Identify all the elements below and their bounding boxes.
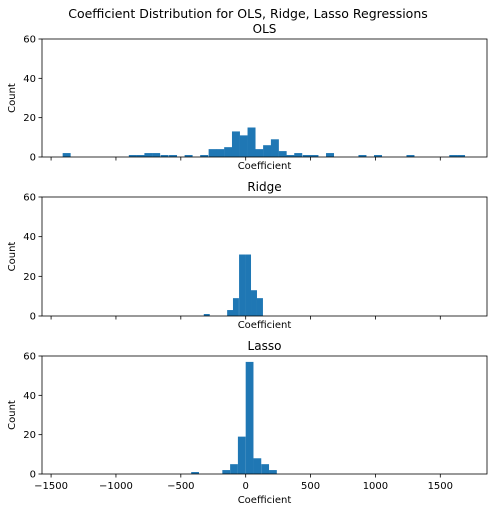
y-tick-label: 40 (23, 391, 36, 402)
x-axis-label: Coefficient (238, 495, 292, 506)
y-tick-label: 0 (30, 153, 36, 164)
subplot-title: Ridge (247, 180, 281, 194)
histogram-bar (227, 310, 234, 316)
y-tick-label: 60 (23, 352, 36, 363)
y-tick-label: 0 (30, 312, 36, 323)
histogram-bar (231, 131, 240, 157)
x-tick-label: −500 (167, 481, 194, 492)
x-tick-label: 500 (301, 481, 320, 492)
histogram-bar (62, 153, 71, 157)
histogram-bar (239, 254, 246, 316)
histogram-bar (191, 472, 199, 474)
x-tick-label: −1500 (34, 481, 68, 492)
histogram-bar (222, 470, 231, 474)
y-axis-label: Count (7, 83, 18, 113)
x-tick-label: 1000 (363, 481, 388, 492)
subplot-ols: 0 20 40 60 OLS Coefficient Count (7, 22, 488, 172)
histogram-bar (237, 436, 246, 474)
histogram-bar (208, 149, 217, 157)
histogram-bar (294, 153, 303, 157)
y-tick-label: 60 (23, 35, 36, 46)
histogram-bar (278, 151, 287, 157)
histogram-bar (261, 464, 270, 474)
histogram-bar (203, 314, 210, 316)
histogram-bar (245, 254, 252, 316)
histogram-bar (224, 147, 233, 157)
histogram-bar (251, 290, 257, 316)
x-tick-label: −1000 (99, 481, 133, 492)
y-tick-label: 20 (23, 272, 36, 283)
histogram-bar (449, 155, 458, 157)
histogram-bar (152, 153, 161, 157)
x-axis-label: Coefficient (238, 161, 292, 172)
histogram-bar (310, 155, 319, 157)
y-tick-label: 0 (30, 470, 36, 481)
histogram-bar (374, 155, 383, 157)
x-axis-label: Coefficient (238, 320, 292, 331)
histogram-bar (302, 155, 311, 157)
axes-frame (41, 355, 488, 475)
histogram-bar (406, 155, 415, 157)
histogram-bar (358, 155, 367, 157)
y-tick-label: 20 (23, 113, 36, 124)
histogram-bar (326, 153, 335, 157)
histogram-bar (230, 464, 238, 474)
histogram-bar (263, 145, 272, 157)
histogram-bar (160, 155, 169, 157)
histogram-bar (239, 135, 248, 157)
histogram-bar (128, 155, 137, 157)
subplot-title: OLS (253, 22, 277, 36)
histogram-bar (232, 298, 239, 316)
subplot-lasso: 0 20 40 60 −1500 −1000 −500 0 500 1000 1500 Lasso Co… (7, 339, 488, 506)
histogram-bar (136, 155, 145, 157)
histogram-bar (247, 127, 256, 157)
histogram-bar (270, 139, 279, 157)
histogram-bar (255, 149, 264, 157)
histogram-bar (253, 458, 262, 474)
x-tick-label: 1500 (428, 481, 453, 492)
subplot-ridge: 0 20 40 60 Ridge Coefficient Count (7, 180, 488, 331)
histogram-bar (245, 361, 254, 474)
histogram-bar (457, 155, 466, 157)
histogram-bar (184, 155, 193, 157)
y-tick-label: 40 (23, 74, 36, 85)
histogram-bar (256, 298, 263, 316)
x-tick-label: 0 (243, 481, 249, 492)
y-tick-label: 60 (23, 193, 36, 204)
axes-frame (41, 196, 488, 317)
histogram-bar (216, 149, 225, 157)
axes-frame (41, 38, 488, 158)
y-tick-label: 40 (23, 232, 36, 243)
histogram-bar (144, 153, 153, 157)
y-axis-label: Count (7, 400, 18, 430)
histogram-bar (169, 155, 178, 157)
subplot-title: Lasso (248, 339, 282, 353)
histogram-bar (269, 470, 277, 474)
figure-title: Coefficient Distribution for OLS, Ridge,… (68, 6, 428, 21)
histogram-bar (286, 155, 295, 157)
y-axis-label: Count (7, 242, 18, 272)
histogram-bar (200, 155, 209, 157)
y-tick-label: 20 (23, 430, 36, 441)
